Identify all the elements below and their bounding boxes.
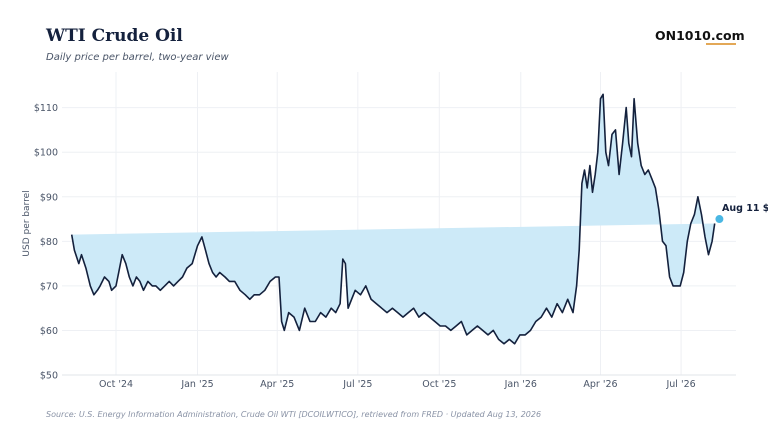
- price-line: [70, 93, 716, 345]
- brand-logo-text[interactable]: ON1010.com: [655, 28, 745, 43]
- y-tick-label: $90: [40, 192, 58, 203]
- y-tick-label: $110: [34, 103, 58, 114]
- x-tick-label: Jan '25: [180, 379, 213, 390]
- x-tick-label: Jul '26: [665, 379, 695, 390]
- x-axis: Oct '24 Jan '25 Apr '25 Jul '25 Oct '25 Jan '…: [62, 374, 736, 390]
- y-axis-label: USD per barrel: [22, 190, 32, 256]
- last-point-label: Aug 11 $: [722, 203, 768, 214]
- y-tick-label: $100: [34, 148, 58, 159]
- x-tick-label: Jan '26: [504, 379, 537, 390]
- y-axis: $50 $60 $70 $80 $90 $100 $110: [34, 103, 58, 381]
- source-note: Source: U.S. Energy Information Administ…: [46, 410, 542, 419]
- y-tick-label: $60: [40, 326, 58, 337]
- chart-title: WTI Crude Oil: [46, 26, 183, 46]
- chart-subtitle: Daily price per barrel, two-year view: [46, 52, 229, 63]
- brand-underline: [706, 43, 736, 45]
- x-tick-label: Jul '25: [342, 379, 372, 390]
- x-tick-label: Apr '26: [583, 379, 617, 390]
- y-tick-label: $80: [40, 237, 58, 248]
- y-tick-label: $50: [40, 371, 58, 382]
- x-tick-label: Oct '24: [99, 379, 133, 390]
- price-area: [71, 94, 715, 344]
- y-tick-label: $70: [40, 281, 58, 292]
- last-point-marker: [715, 215, 724, 224]
- x-tick-label: Oct '25: [422, 379, 456, 390]
- x-tick-label: Apr '25: [260, 379, 294, 390]
